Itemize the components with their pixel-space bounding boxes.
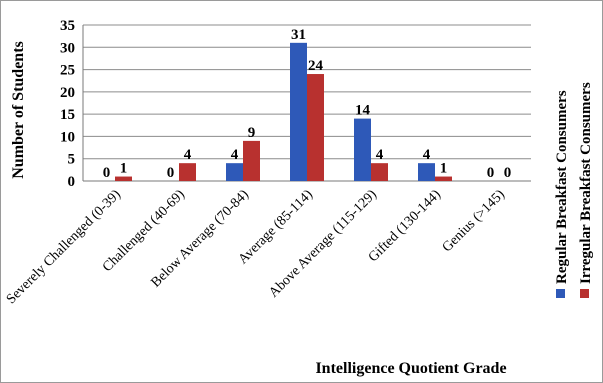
x-axis-title: Intelligence Quotient Grade xyxy=(315,360,506,377)
data-label: 24 xyxy=(308,58,324,74)
y-tick-label: 5 xyxy=(68,152,76,168)
y-tick-label: 15 xyxy=(60,107,75,123)
bar xyxy=(290,42,307,182)
x-tick-label: Above Average (115-129) xyxy=(266,187,380,301)
data-label: 9 xyxy=(248,125,256,141)
bar xyxy=(226,163,243,181)
legend-swatch xyxy=(556,289,565,298)
data-label: 1 xyxy=(440,161,448,177)
bar xyxy=(354,118,371,181)
bar xyxy=(307,74,324,181)
y-tick-label: 0 xyxy=(68,174,76,190)
bar xyxy=(115,176,132,181)
y-tick-label: 35 xyxy=(60,18,75,34)
legend: Regular Breakfast Consumers Irregular Bre… xyxy=(554,82,594,298)
x-tick-labels: Severely Challenged (0-39)Challenged (40… xyxy=(4,187,508,307)
legend-label: Regular Breakfast Consumers xyxy=(554,90,570,284)
legend-label: Irregular Breakfast Consumers xyxy=(578,82,594,284)
y-tick-labels: 0 5 10 15 20 25 30 35 xyxy=(60,18,75,190)
y-tick-label: 10 xyxy=(60,129,75,145)
data-label: 0 xyxy=(167,165,175,181)
data-label: 0 xyxy=(103,165,111,181)
data-label: 14 xyxy=(355,103,371,119)
y-tick-label: 30 xyxy=(60,40,75,56)
data-label: 4 xyxy=(184,147,192,163)
bar xyxy=(179,163,196,181)
data-label: 31 xyxy=(291,27,306,43)
data-label: 0 xyxy=(487,165,495,181)
y-tick-label: 25 xyxy=(60,63,75,79)
legend-swatch xyxy=(580,289,589,298)
data-label: 4 xyxy=(423,147,431,163)
data-label: 4 xyxy=(376,147,384,163)
x-tick-label: Genius (>145) xyxy=(440,187,508,255)
bars xyxy=(115,42,452,182)
y-tick-label: 20 xyxy=(60,85,75,101)
y-axis-title: Number of Students xyxy=(10,41,27,179)
bar xyxy=(418,163,435,181)
bar xyxy=(371,163,388,181)
data-label: 0 xyxy=(504,165,512,181)
data-label: 4 xyxy=(231,147,239,163)
bar xyxy=(243,140,260,181)
x-tick-label: Severely Challenged (0-39) xyxy=(4,187,124,307)
data-label: 1 xyxy=(120,161,128,177)
bar xyxy=(435,176,452,181)
